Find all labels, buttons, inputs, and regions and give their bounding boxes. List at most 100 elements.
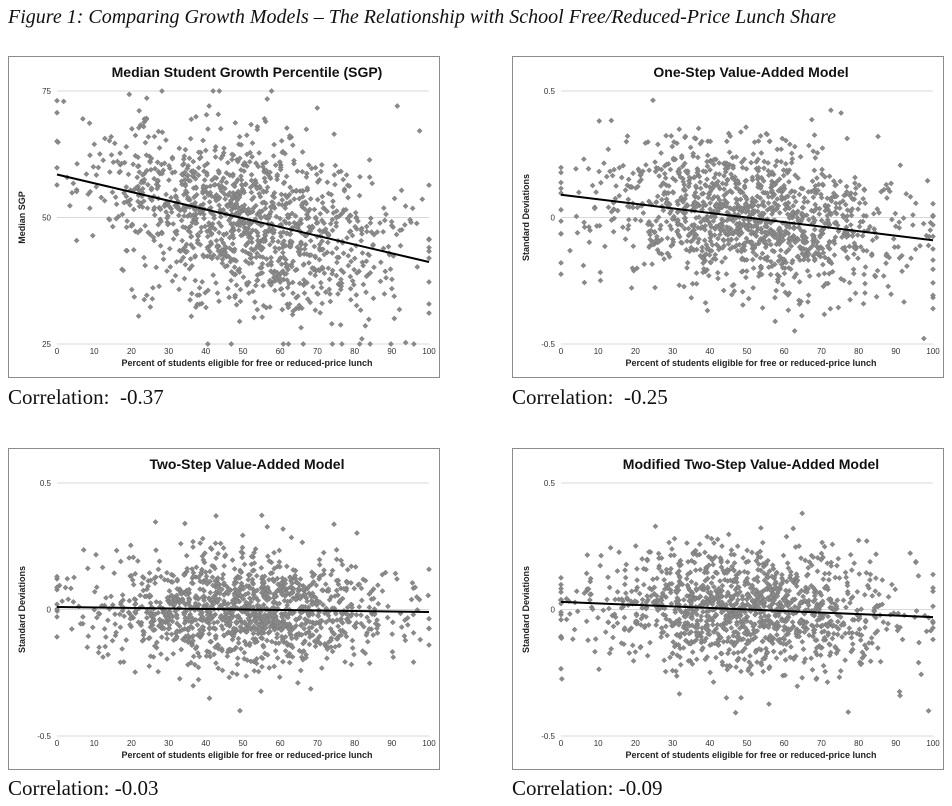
data-point xyxy=(305,162,312,168)
data-point xyxy=(581,279,588,286)
data-point xyxy=(349,278,356,284)
data-point xyxy=(127,542,134,549)
data-point xyxy=(108,152,115,158)
data-point xyxy=(268,268,274,274)
data-point xyxy=(810,235,817,242)
data-point xyxy=(779,265,786,271)
data-point xyxy=(220,571,227,578)
data-point xyxy=(121,199,128,206)
data-point xyxy=(207,568,213,575)
data-point xyxy=(347,285,354,292)
data-point xyxy=(255,668,262,675)
x-tick-label: 10 xyxy=(90,347,99,356)
data-point xyxy=(751,139,758,146)
data-point xyxy=(731,205,738,211)
data-point xyxy=(226,586,233,593)
data-point xyxy=(705,245,711,251)
data-point xyxy=(196,653,203,660)
x-tick-label: 90 xyxy=(891,739,900,748)
data-point xyxy=(194,292,201,299)
data-point xyxy=(229,241,236,247)
data-point xyxy=(100,157,107,164)
data-point xyxy=(873,551,879,558)
data-point xyxy=(748,671,755,677)
data-point xyxy=(127,201,133,208)
data-point xyxy=(211,182,218,188)
data-point xyxy=(253,227,259,234)
data-point xyxy=(195,164,202,171)
data-point xyxy=(631,598,638,604)
data-point xyxy=(381,291,388,297)
data-point xyxy=(348,258,354,265)
data-point xyxy=(218,178,225,185)
data-point xyxy=(177,540,184,547)
data-point xyxy=(323,619,329,626)
data-point xyxy=(827,305,834,312)
data-point xyxy=(139,580,145,587)
data-point xyxy=(233,644,239,651)
data-point xyxy=(121,159,128,166)
data-point xyxy=(280,658,286,665)
data-point xyxy=(811,167,818,174)
data-point xyxy=(266,628,273,635)
data-point xyxy=(790,525,797,532)
data-point xyxy=(314,219,321,226)
data-point xyxy=(298,241,305,248)
data-point xyxy=(789,619,796,626)
data-point xyxy=(338,276,344,283)
data-point xyxy=(878,188,885,195)
data-point xyxy=(741,156,748,163)
data-point xyxy=(278,580,285,586)
data-point xyxy=(169,579,176,585)
data-point xyxy=(134,174,141,181)
data-point xyxy=(718,650,725,657)
data-point xyxy=(805,257,812,263)
data-point xyxy=(733,196,739,202)
data-point xyxy=(700,260,706,266)
data-point xyxy=(686,174,693,181)
data-point xyxy=(824,195,831,202)
data-point xyxy=(256,150,263,156)
data-point xyxy=(174,205,181,212)
data-point xyxy=(930,200,936,207)
data-point xyxy=(212,565,218,572)
data-point xyxy=(709,621,716,628)
data-point xyxy=(139,172,146,178)
data-point xyxy=(204,341,211,347)
data-point xyxy=(388,218,395,225)
data-point xyxy=(785,611,792,618)
data-point xyxy=(849,233,856,239)
data-point xyxy=(633,612,640,619)
data-point xyxy=(782,289,789,296)
data-point xyxy=(260,238,267,245)
data-point xyxy=(885,283,892,290)
data-point xyxy=(644,221,651,228)
data-point xyxy=(711,174,718,181)
data-point xyxy=(156,283,162,290)
data-point xyxy=(297,592,304,599)
data-point xyxy=(329,648,336,655)
data-point xyxy=(198,569,204,576)
data-point xyxy=(161,203,167,209)
data-point xyxy=(243,641,249,648)
data-point xyxy=(141,254,147,261)
data-point xyxy=(758,229,765,236)
data-point xyxy=(733,664,739,670)
data-point xyxy=(306,206,313,213)
data-point xyxy=(282,634,289,640)
data-point xyxy=(375,600,382,607)
data-point xyxy=(54,138,60,145)
data-point xyxy=(70,180,77,187)
data-point xyxy=(302,616,308,622)
data-point xyxy=(652,159,658,166)
data-point xyxy=(241,159,248,166)
data-point xyxy=(245,239,252,246)
data-point xyxy=(268,88,275,94)
data-point xyxy=(283,125,290,131)
data-point xyxy=(147,610,153,617)
data-point xyxy=(269,238,276,245)
y-axis-label: Standard Deviations xyxy=(521,566,531,653)
data-point xyxy=(268,638,275,645)
data-point xyxy=(280,341,287,347)
data-point xyxy=(103,594,109,601)
